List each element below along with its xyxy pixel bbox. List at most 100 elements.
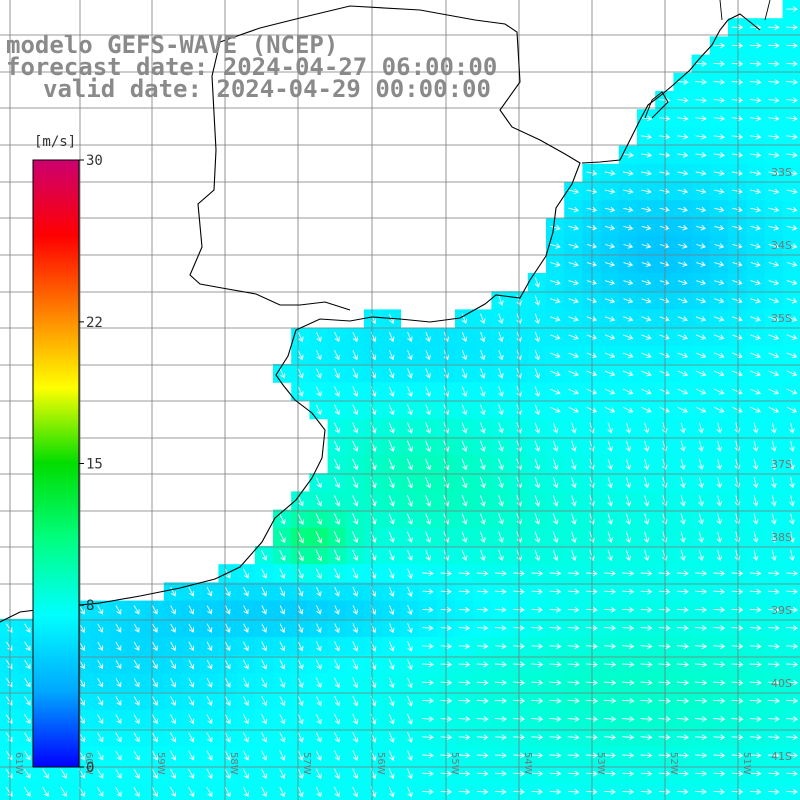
wind-arrow (696, 243, 706, 249)
wind-arrow (352, 605, 358, 615)
wind-arrow (677, 297, 688, 304)
wind-arrow (188, 768, 195, 779)
wind-arrow (695, 97, 707, 104)
wind-arrow (567, 734, 580, 741)
wind-arrow (477, 588, 489, 595)
wind-arrow (571, 422, 577, 434)
wind-arrow (732, 370, 743, 377)
wind-arrow (750, 261, 761, 268)
wind-arrow (604, 370, 616, 377)
wind-arrow (243, 623, 249, 633)
wind-arrow (604, 170, 616, 176)
wind-arrow (677, 606, 689, 613)
wind-arrow (133, 714, 140, 725)
wind-arrow (604, 224, 616, 231)
wind-arrow (786, 752, 798, 759)
wind-arrow (170, 768, 177, 779)
wind-arrow (352, 768, 359, 780)
wind-arrow (479, 404, 486, 416)
wind-arrow (315, 786, 322, 798)
wind-arrow (480, 386, 486, 397)
wind-arrow (480, 313, 486, 324)
wind-arrow (713, 79, 726, 85)
wind-arrow (494, 697, 507, 704)
wind-arrow (261, 550, 268, 561)
wind-arrow (479, 476, 486, 489)
wind-arrow (461, 386, 468, 397)
wind-arrow (24, 732, 31, 743)
wind-arrow (658, 716, 671, 722)
wind-arrow (677, 352, 689, 359)
wind-arrow (603, 716, 617, 722)
wind-arrow (261, 732, 268, 743)
wind-arrow (786, 170, 798, 177)
wind-arrow (531, 697, 544, 704)
wind-arrow (641, 224, 652, 231)
wind-arrow (316, 586, 322, 597)
wind-arrow (422, 788, 434, 795)
wind-arrow (458, 752, 471, 759)
field-cell (782, 546, 800, 565)
field-cell (782, 455, 800, 474)
wind-arrow (206, 641, 213, 652)
wind-arrow (786, 570, 798, 577)
wind-arrow (641, 170, 652, 176)
wind-arrow (768, 388, 780, 395)
wind-arrow (315, 750, 322, 761)
wind-arrow (604, 206, 616, 213)
field-cell (782, 473, 800, 492)
wind-arrow (604, 788, 616, 795)
lon-label: 56W (375, 752, 386, 775)
wind-arrow (680, 440, 686, 452)
title-valid-date: valid date: 2024-04-29 00:00:00 (43, 75, 491, 103)
wind-arrow (297, 677, 304, 688)
field-cell (18, 782, 37, 800)
wind-arrow (585, 679, 599, 686)
wind-arrow (677, 788, 689, 795)
wind-arrow (352, 623, 358, 634)
wind-arrow (315, 713, 322, 725)
wind-arrow (695, 316, 707, 322)
wind-arrow (659, 188, 670, 195)
wind-arrow (534, 349, 541, 361)
wind-arrow (206, 677, 213, 688)
wind-arrow (695, 79, 707, 85)
wind-arrow (623, 261, 634, 267)
wind-arrow (732, 297, 743, 304)
wind-arrow (767, 716, 780, 722)
wind-arrow (786, 334, 798, 340)
wind-arrow (422, 752, 434, 759)
lat-label: 40S (771, 677, 792, 690)
wind-arrow (388, 531, 395, 543)
wind-arrow (677, 133, 689, 140)
wind-arrow (604, 770, 616, 777)
wind-arrow (789, 495, 795, 507)
wind-arrow (641, 297, 652, 304)
wind-arrow (334, 659, 340, 670)
wind-arrow (677, 224, 688, 231)
wind-arrow (607, 440, 613, 452)
wind-arrow (677, 261, 688, 267)
wind-arrow (297, 623, 304, 633)
wind-arrow (498, 476, 504, 489)
wind-arrow (658, 734, 671, 741)
field-cell (0, 782, 19, 800)
wind-arrow (713, 679, 726, 686)
wind-arrow (622, 606, 635, 613)
wind-arrow (714, 279, 725, 286)
wind-arrow (750, 188, 762, 195)
wind-arrow (297, 605, 304, 615)
wind-arrow (568, 224, 579, 231)
wind-arrow (640, 716, 653, 722)
wind-arrow (643, 476, 650, 489)
wind-arrow (279, 750, 286, 761)
wind-arrow (750, 206, 762, 213)
wind-arrow (768, 97, 780, 104)
wind-arrow (315, 513, 323, 525)
wind-arrow (407, 568, 413, 579)
wind-arrow (531, 588, 544, 595)
wind-arrow (458, 716, 471, 722)
wind-arrow (550, 261, 561, 268)
wind-arrow (604, 588, 616, 595)
wind-arrow (115, 659, 122, 670)
